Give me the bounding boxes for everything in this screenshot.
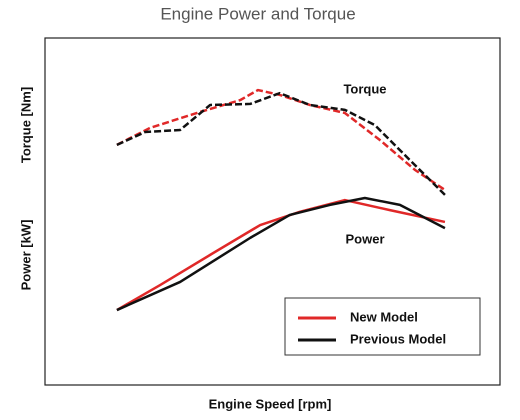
chart-title: Engine Power and Torque: [160, 4, 355, 23]
series-line: [116, 196, 446, 312]
plot-frame: [44, 37, 501, 386]
x-axis-label: Engine Speed [rpm]: [209, 396, 332, 411]
series-line: [116, 88, 446, 192]
legend-label: New Model: [350, 309, 418, 324]
annotation: Torque: [343, 81, 386, 96]
annotation: Power: [345, 231, 384, 246]
y-axis-label: Power [kW]: [18, 220, 33, 291]
series-line: [116, 198, 446, 312]
legend-label: Previous Model: [350, 331, 446, 346]
y-axis-label: Torque [Nm]: [18, 87, 33, 163]
legend-box: [284, 297, 481, 356]
series-line: [116, 91, 446, 196]
